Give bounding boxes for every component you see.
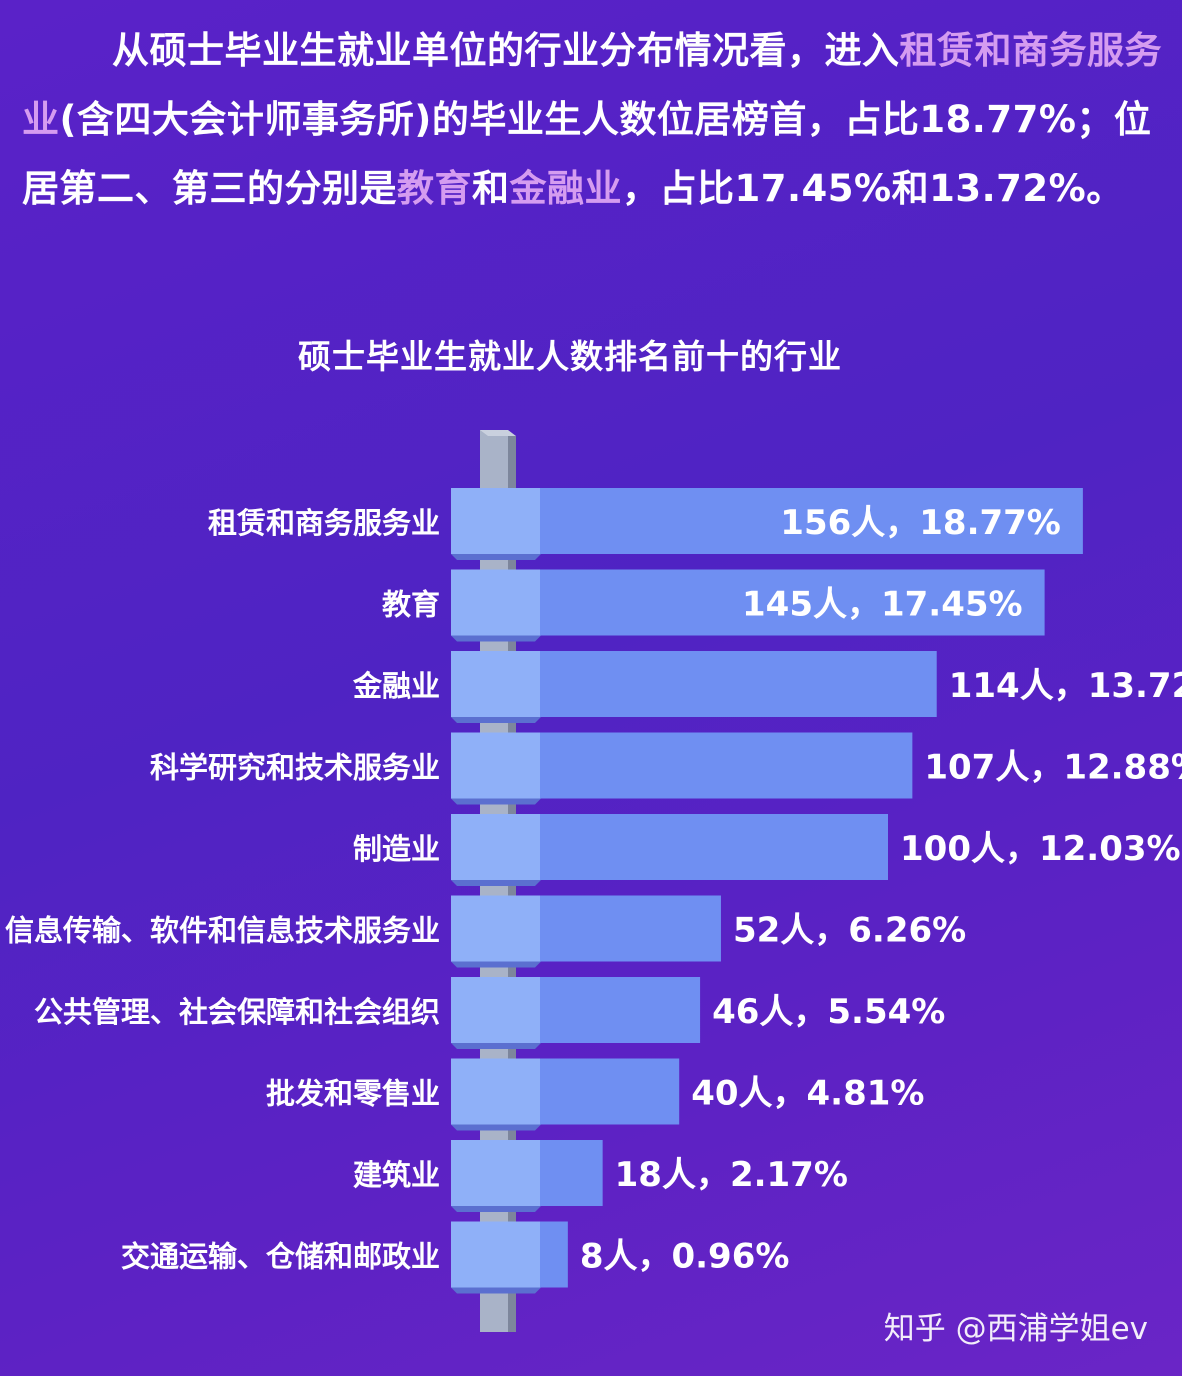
bar-face (451, 488, 541, 554)
watermark: 知乎 @西浦学姐ev (883, 1311, 1148, 1347)
bar (540, 814, 888, 880)
data-label: 52人，6.26% (733, 911, 966, 951)
data-label: 156人，18.77% (780, 503, 1061, 543)
data-label: 107人，12.88% (924, 748, 1182, 788)
bar (540, 569, 1045, 636)
category-label: 交通运输、仓储和邮政业 (121, 1240, 440, 1274)
bar-face (451, 569, 541, 636)
bar (540, 1221, 568, 1288)
intro-text-2: (含四大会计师事务所)的毕业生人数位居榜首，占比18.77%；位居第二、第三的分… (22, 98, 1152, 210)
bar-row: 制造业 100人，12.03% (353, 814, 1181, 886)
bar (540, 1058, 680, 1125)
bar-row: 批发和零售业 40人，4.81% (266, 1058, 924, 1131)
data-label: 18人，2.17% (615, 1155, 848, 1195)
bar-row: 公共管理、社会保障和社会组织 46人，5.54% (34, 977, 945, 1049)
bar-row: 信息传输、软件和信息技术服务业 52人，6.26% (5, 895, 966, 968)
bar-face-bottom (451, 880, 541, 886)
intro-highlight-leasing: 租赁和商务服务业 (22, 29, 1162, 141)
intro-paragraph: 从硕士毕业生就业单位的行业分布情况看，进入租赁和商务服务业(含四大会计师事务所)… (22, 16, 1162, 223)
bar-row: 建筑业 18人，2.17% (353, 1140, 848, 1212)
bar (540, 895, 721, 962)
bar-face-bottom (451, 961, 541, 968)
bar-face (451, 895, 541, 962)
category-label: 建筑业 (353, 1158, 440, 1192)
intro-text-4: ，占比17.45%和13.72%。 (622, 167, 1124, 210)
bar-face-bottom (451, 635, 541, 642)
category-label: 教育 (382, 588, 440, 622)
bar-row: 教育 145人，17.45% (382, 569, 1045, 642)
intro-text-3: 和 (472, 167, 510, 210)
bar-row: 科学研究和技术服务业 107人，12.88% (150, 732, 1182, 805)
data-label: 8人，0.96% (580, 1237, 790, 1277)
data-label: 114人，13.72% (949, 666, 1182, 706)
bar (540, 977, 701, 1043)
bar-face-bottom (451, 1206, 541, 1212)
bar (540, 651, 937, 717)
intro-highlight-finance: 金融业 (509, 167, 622, 210)
bar (540, 1140, 603, 1206)
data-label: 145人，17.45% (742, 585, 1023, 625)
data-label: 40人，4.81% (691, 1074, 924, 1114)
bar-face-bottom (451, 798, 541, 805)
bar-face-bottom (451, 1124, 541, 1131)
bar-row: 金融业 114人，13.72% (352, 651, 1182, 723)
intro-text-1: 从硕士毕业生就业单位的行业分布情况看，进入 (112, 29, 900, 72)
bar-face (451, 1221, 541, 1288)
bar-face (451, 977, 541, 1043)
bar-face-bottom (451, 1043, 541, 1049)
data-label: 100人，12.03% (900, 829, 1181, 869)
category-label: 租赁和商务服务业 (208, 506, 440, 540)
bar (540, 732, 913, 799)
intro-highlight-education: 教育 (397, 167, 472, 210)
bar-face (451, 732, 541, 799)
chart-title: 硕士毕业生就业人数排名前十的行业 (298, 337, 842, 376)
bar-face-bottom (451, 1287, 541, 1294)
bar-face (451, 1140, 541, 1206)
bar-face-bottom (451, 717, 541, 723)
bar-face-bottom (451, 554, 541, 560)
bar-face (451, 651, 541, 717)
axis-pillar-top (480, 430, 516, 436)
bar (540, 488, 1083, 554)
category-label: 信息传输、软件和信息技术服务业 (5, 914, 440, 948)
bar-row: 租赁和商务服务业 156人，18.77% (208, 488, 1083, 560)
category-label: 科学研究和技术服务业 (150, 751, 440, 785)
bar-row: 交通运输、仓储和邮政业 8人，0.96% (121, 1221, 790, 1294)
category-label: 金融业 (352, 669, 440, 703)
category-label: 公共管理、社会保障和社会组织 (34, 995, 440, 1029)
category-label: 制造业 (353, 832, 440, 866)
bar-face (451, 1058, 541, 1125)
bar-face (451, 814, 541, 880)
data-label: 46人，5.54% (712, 992, 945, 1032)
category-label: 批发和零售业 (266, 1077, 440, 1111)
